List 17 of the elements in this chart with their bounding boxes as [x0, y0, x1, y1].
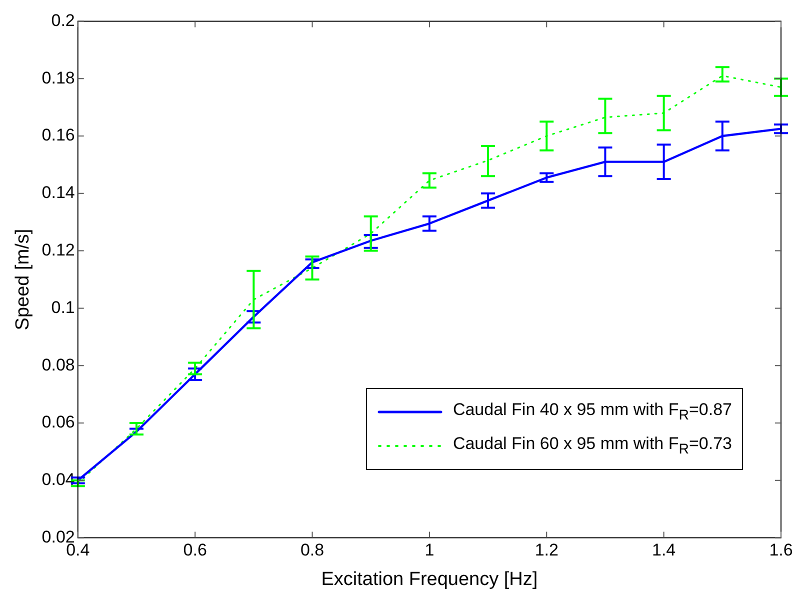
- x-tick-label: 1: [424, 540, 434, 560]
- y-tick-label: 0.16: [42, 126, 75, 145]
- x-tick-label: 0.6: [183, 540, 207, 560]
- y-axis-title: Speed [m/s]: [12, 228, 34, 330]
- x-tick-label: 1.6: [769, 540, 793, 560]
- y-tick-label: 0.1: [51, 298, 75, 317]
- y-tick-label: 0.08: [42, 355, 75, 374]
- y-tick-label: 0.2: [51, 10, 75, 30]
- y-tick-label: 0.18: [42, 68, 75, 88]
- x-tick-label: 1.4: [652, 540, 676, 560]
- y-tick-label: 0.12: [42, 240, 75, 260]
- x-axis-title: Excitation Frequency [Hz]: [321, 568, 538, 590]
- x-tick-label: 1.2: [534, 540, 558, 560]
- y-tick-label: 0.14: [42, 183, 75, 202]
- y-tick-label: 0.06: [42, 412, 75, 432]
- x-tick-label: 0.8: [300, 540, 324, 560]
- y-tick-label: 0.04: [42, 470, 75, 490]
